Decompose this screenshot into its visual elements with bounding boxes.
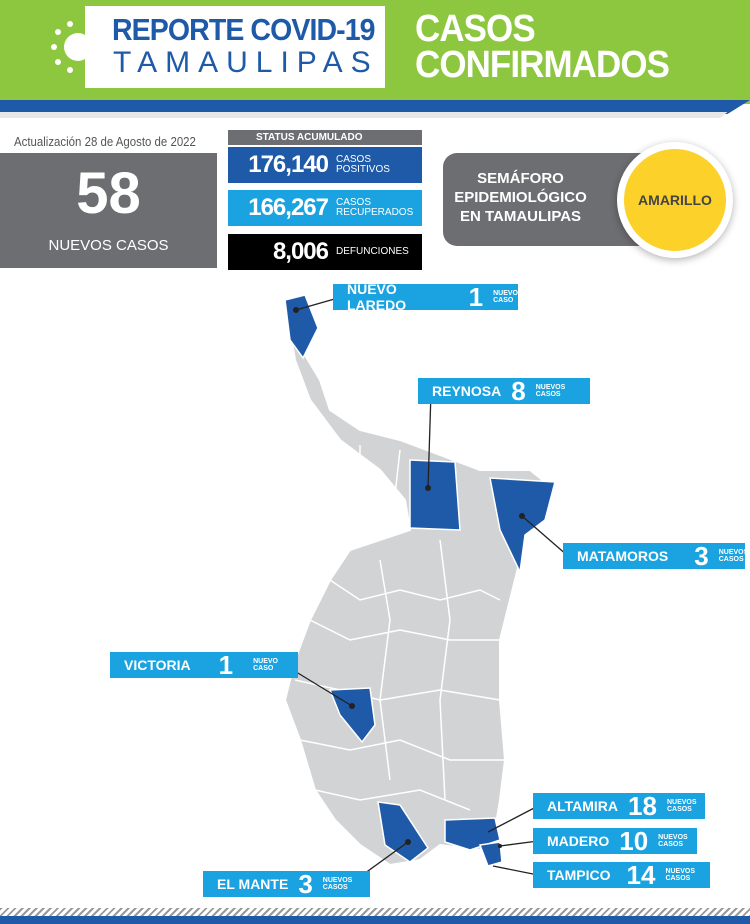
unit1: NUEVOS [666,799,697,806]
region-victoria [328,687,376,744]
positive-label2: POSITIVOS [336,164,390,175]
municipality-name: NUEVO LAREDO [347,281,407,313]
case-count: 10 [619,825,649,856]
region-matamoros [489,477,556,575]
positive-value: 176,140 [248,151,329,178]
municipality-name: MADERO [547,833,610,849]
new-cases-value: 58 [76,161,141,226]
label-reynosa: REYNOSA 8 NUEVOS CASOS [418,375,590,406]
heading-line2: CONFIRMADOS [415,44,670,86]
unit1: NUEVOS [718,549,749,556]
case-count: 1 [468,281,484,312]
unit2: CASOS [535,391,561,398]
case-count: 3 [694,540,709,571]
recovered-value: 166,267 [248,194,329,221]
recovered-label1: CASOS [336,197,372,208]
case-count: 8 [511,375,526,406]
case-count: 1 [218,649,234,680]
deaths-value: 8,006 [272,238,329,265]
recovered-label2: RECUPERADOS [336,207,414,218]
new-cases-label: NUEVOS CASOS [48,237,169,254]
municipality-name: VICTORIA [124,657,191,673]
unit1: NUEVO [493,290,518,297]
heading-line1: CASOS [415,8,536,50]
unit1: NUEVOS [665,868,695,875]
semaforo-line3: EN TAMAULIPAS [459,208,582,225]
municipality-name: TAMPICO [547,867,611,883]
label-el-mante: EL MANTE 3 NUEVOS CASOS [203,868,370,899]
semaforo-level: AMARILLO [617,142,733,258]
unit2: CASOS [666,806,692,813]
deaths-label: DEFUNCIONES [336,246,409,257]
municipality-borders [294,440,505,811]
municipality-name: REYNOSA [432,383,502,399]
status-deaths: 8,006 DEFUNCIONES [228,234,422,270]
title-box [85,6,385,88]
new-cases-box: 58 NUEVOS CASOS [0,153,217,268]
unit2: CASOS [718,556,744,563]
report-title: REPORTE COVID-19 [112,12,376,47]
case-count: 3 [298,868,313,899]
region-reynosa [409,459,461,531]
municipality-name: ALTAMIRA [547,798,619,814]
unit2: CASOS [665,875,691,882]
label-nuevo-laredo: NUEVO LAREDO 1 NUEVO CASO [333,281,518,313]
semaforo-line2: EPIDEMIOLÓGICO [454,189,587,206]
unit1: NUEVOS [658,834,688,841]
update-date: Actualización 28 de Agosto de 2022 [14,134,196,149]
report-subtitle: TAMAULIPAS [113,46,379,79]
region-madero-tampico [478,841,503,867]
label-victoria: VICTORIA 1 NUEVO CASO [110,649,298,680]
semaforo-line1: SEMÁFORO [477,170,564,187]
status-positive: 176,140 CASOS POSITIVOS [228,147,422,183]
municipality-name: EL MANTE [217,876,289,892]
footer-bar [0,916,750,924]
region-el-mante [377,801,430,863]
unit2: CASO [493,297,514,304]
unit2: CASOS [322,884,348,891]
label-madero: MADERO 10 NUEVOS CASOS [533,825,697,856]
header-stripe [0,100,750,114]
label-matamoros: MATAMOROS 3 NUEVOS CASOS [563,540,748,571]
unit1: NUEVOS [535,384,566,391]
case-count: 18 [628,790,657,821]
virus-icon [51,21,88,73]
label-tampico: TAMPICO 14 NUEVOS CASOS [533,859,710,890]
unit2: CASOS [658,841,684,848]
unit2: CASO [253,665,274,672]
case-count: 14 [626,859,656,890]
status-title: STATUS ACUMULADO [228,130,422,145]
positive-label1: CASOS [336,154,372,165]
label-altamira: ALTAMIRA 18 NUEVOS CASOS [533,790,705,821]
header-shadow [0,112,728,118]
municipality-name: MATAMOROS [577,548,669,564]
status-recovered: 166,267 CASOS RECUPERADOS [228,190,422,226]
unit1: NUEVO [253,658,279,665]
region-nuevo-laredo [284,294,319,360]
unit1: NUEVOS [322,877,353,884]
